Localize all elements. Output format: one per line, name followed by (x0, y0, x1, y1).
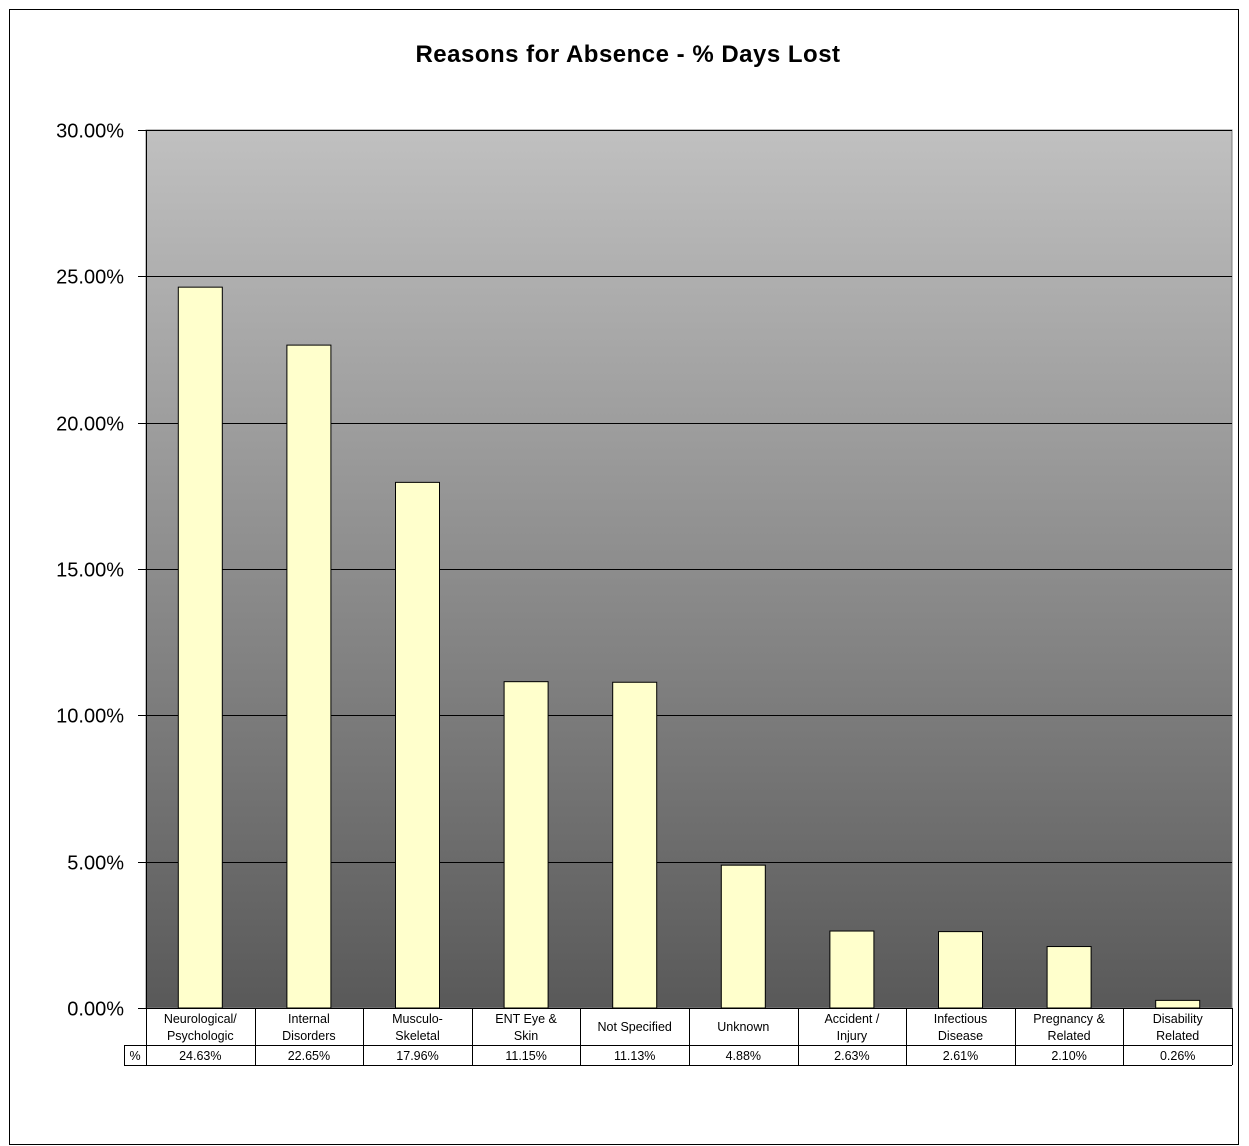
y-tick-label: 30.00% (56, 121, 124, 143)
bar (503, 681, 549, 1009)
category-label: Internal Disorders (282, 1012, 336, 1043)
value-label: 2.10% (1051, 1049, 1086, 1063)
y-tick-label: 15.00% (56, 560, 124, 582)
bar (720, 864, 766, 1009)
y-tick-label: 25.00% (56, 267, 124, 289)
value-label: 22.65% (288, 1049, 330, 1063)
value-label: 24.63% (179, 1049, 221, 1063)
y-tick-label: 20.00% (56, 414, 124, 436)
category-label: ENT Eye & Skin (495, 1012, 557, 1043)
bar (938, 931, 983, 1009)
bar (1046, 946, 1092, 1009)
value-label: 4.88% (726, 1049, 761, 1063)
category-label: Infectious Disease (934, 1012, 988, 1043)
bar (612, 681, 658, 1009)
series-name: % (129, 1049, 140, 1063)
y-tick-label: 10.00% (56, 706, 124, 728)
category-label: Pregnancy & Related (1033, 1012, 1105, 1043)
value-label: 2.63% (834, 1049, 869, 1063)
bar (395, 481, 440, 1009)
value-label: 2.61% (943, 1049, 978, 1063)
bar (829, 930, 875, 1009)
bar (286, 344, 332, 1009)
category-label: Unknown (717, 1020, 769, 1034)
category-label: Musculo-Skeletal (392, 1012, 443, 1043)
category-label: Disability Related (1153, 1012, 1204, 1043)
y-tick-label: 0.00% (67, 999, 124, 1021)
value-label: 0.26% (1160, 1049, 1195, 1063)
value-label: 17.96% (396, 1049, 438, 1063)
value-label: 11.15% (505, 1049, 546, 1063)
chart-title: Reasons for Absence - % Days Lost (415, 41, 840, 68)
category-label: Not Specified (598, 1020, 672, 1034)
bar-chart: Reasons for Absence - % Days Lost 0.00% 5… (56, 41, 1233, 1066)
y-tick-label: 5.00% (67, 853, 124, 875)
chart-frame: Reasons for Absence - % Days Lost 0.00% 5… (9, 9, 1239, 1145)
category-label: Accident / Injury (824, 1012, 879, 1043)
category-label: Neurological/Psychologic (164, 1012, 237, 1043)
value-label: 11.13% (614, 1049, 655, 1063)
bar (177, 286, 223, 1009)
bar (1155, 999, 1201, 1009)
